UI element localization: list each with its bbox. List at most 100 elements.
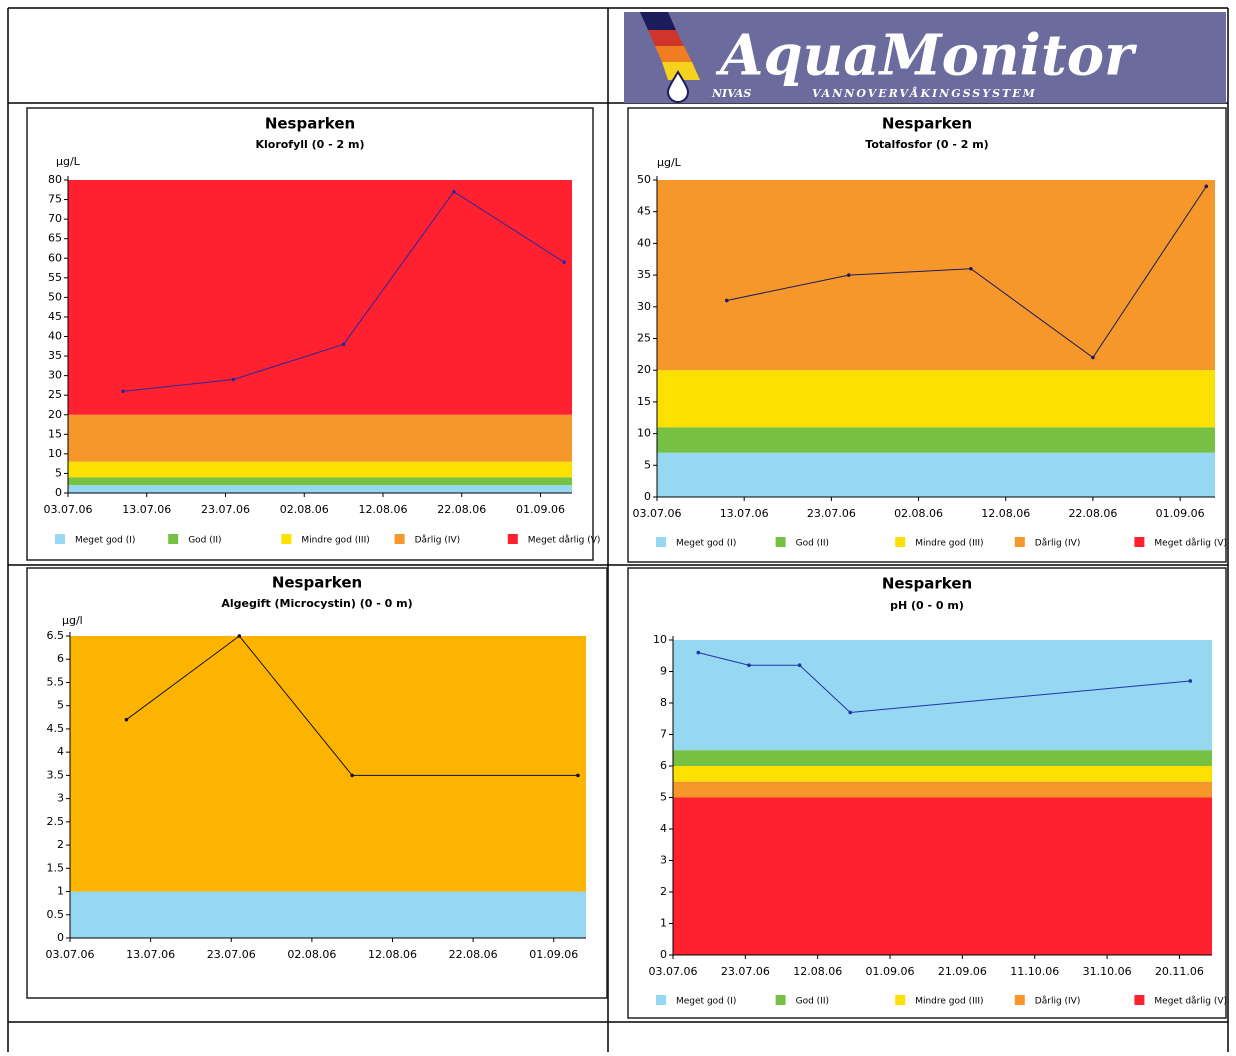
data-point [797, 663, 802, 667]
legend-label: Meget dårlig (V) [528, 535, 601, 546]
y-tick-label: 15 [48, 427, 62, 440]
x-tick-label: 23.07.06 [721, 965, 770, 978]
y-tick-label: 70 [48, 212, 62, 225]
y-tick-label: 4 [57, 745, 64, 758]
x-tick-label: 31.10.06 [1083, 965, 1132, 978]
y-tick-label: 7 [660, 728, 667, 741]
data-point [341, 342, 346, 347]
class-band [673, 750, 1212, 766]
legend-label: Mindre god (III) [301, 536, 369, 546]
y-tick-label: 0.5 [47, 908, 65, 921]
legend-swatch [1134, 995, 1145, 1005]
y-axis-label: µg/L [657, 156, 682, 169]
class-band [673, 766, 1212, 782]
y-tick-label: 4.5 [47, 722, 65, 735]
x-tick-label: 01.09.06 [516, 503, 565, 516]
x-tick-label: 12.08.06 [793, 965, 842, 978]
x-tick-label: 23.07.06 [207, 948, 256, 961]
class-band [673, 640, 1212, 751]
y-tick-label: 25 [637, 332, 651, 345]
x-tick-label: 12.08.06 [368, 948, 417, 961]
class-band [70, 636, 586, 892]
data-point [696, 650, 701, 655]
legend-label: God (II) [796, 997, 829, 1007]
x-tick-label: 12.08.06 [359, 503, 408, 516]
x-tick-label: 21.09.06 [938, 965, 987, 978]
legend-label: Meget god (I) [75, 536, 135, 546]
data-point [350, 773, 354, 778]
class-band [68, 477, 572, 486]
logo-subtitle: VANNOVERVÅKINGSSYSTEM [812, 86, 1037, 100]
x-tick-label: 13.07.06 [126, 948, 175, 961]
y-tick-label: 2 [57, 838, 64, 851]
legend-label: Meget dårlig (V) [1154, 996, 1227, 1007]
data-point [1091, 355, 1095, 360]
logo-drop [666, 70, 690, 103]
data-point [1188, 679, 1193, 683]
data-point [121, 389, 125, 394]
y-tick-label: 1 [660, 917, 667, 930]
data-point [847, 273, 851, 277]
x-tick-label: 22.08.06 [449, 948, 498, 961]
class-band [673, 797, 1212, 955]
x-tick-label: 03.07.06 [46, 948, 95, 961]
logo-stripe [662, 62, 700, 80]
y-tick-label: 45 [48, 310, 62, 323]
legend-swatch [895, 995, 906, 1005]
data-point [724, 298, 729, 303]
y-axis-label: µg/L [56, 155, 81, 168]
y-tick-label: 6.5 [47, 629, 65, 642]
logo-background [624, 12, 1226, 103]
legend-label: God (II) [188, 536, 221, 546]
legend-label: Meget god (I) [676, 539, 736, 549]
x-tick-label: 22.08.06 [1068, 507, 1117, 520]
legend-swatch [895, 537, 906, 547]
chart-subtitle: Totalfosfor (0 - 2 m) [865, 138, 988, 151]
chart-subtitle: Algegift (Microcystin) (0 - 0 m) [221, 597, 412, 610]
y-tick-label: 50 [48, 290, 62, 303]
y-tick-label: 50 [637, 173, 651, 186]
legend-label: Meget dårlig (V) [1154, 538, 1227, 549]
chart-subtitle: Klorofyll (0 - 2 m) [255, 138, 364, 151]
data-line [126, 635, 578, 776]
y-tick-label: 80 [48, 173, 62, 186]
class-band [673, 781, 1212, 798]
legend-swatch [168, 534, 179, 544]
legend-label: Dårlig (IV) [1035, 996, 1081, 1007]
y-tick-label: 40 [637, 236, 651, 249]
data-point [576, 773, 580, 778]
legend-swatch [1014, 995, 1025, 1005]
x-tick-label: 03.07.06 [633, 507, 682, 520]
logo: AquaMonitor NIVAS VANNOVERVÅKINGSSYSTEM [624, 12, 1226, 103]
legend-swatch [656, 537, 666, 547]
x-tick-label: 20.11.06 [1155, 965, 1204, 978]
class-band [68, 180, 572, 415]
y-tick-label: 8 [660, 696, 667, 709]
y-tick-label: 2 [660, 885, 667, 898]
y-tick-label: 45 [637, 205, 651, 218]
y-tick-label: 0 [660, 948, 667, 961]
legend-swatch [775, 537, 786, 547]
legend-swatch [394, 534, 405, 544]
class-band [657, 370, 1215, 428]
y-tick-label: 20 [48, 408, 62, 421]
legend-label: God (II) [796, 539, 829, 549]
data-point [1204, 184, 1209, 189]
x-tick-label: 03.07.06 [649, 965, 698, 978]
y-tick-label: 9 [660, 665, 667, 678]
data-point [237, 634, 242, 638]
data-point [452, 189, 456, 194]
data-point [969, 266, 973, 271]
y-tick-label: 6 [57, 652, 64, 665]
logo-stripe [648, 30, 684, 46]
y-tick-label: 3 [660, 854, 667, 867]
y-tick-label: 5 [57, 699, 64, 712]
class-band [657, 180, 1215, 371]
x-tick-label: 01.09.06 [866, 965, 915, 978]
logo-stripe [640, 12, 676, 30]
legend-label: Mindre god (III) [915, 539, 983, 549]
data-point [747, 663, 751, 667]
y-tick-label: 25 [48, 388, 62, 401]
data-point [562, 260, 566, 264]
y-tick-label: 30 [48, 369, 62, 382]
